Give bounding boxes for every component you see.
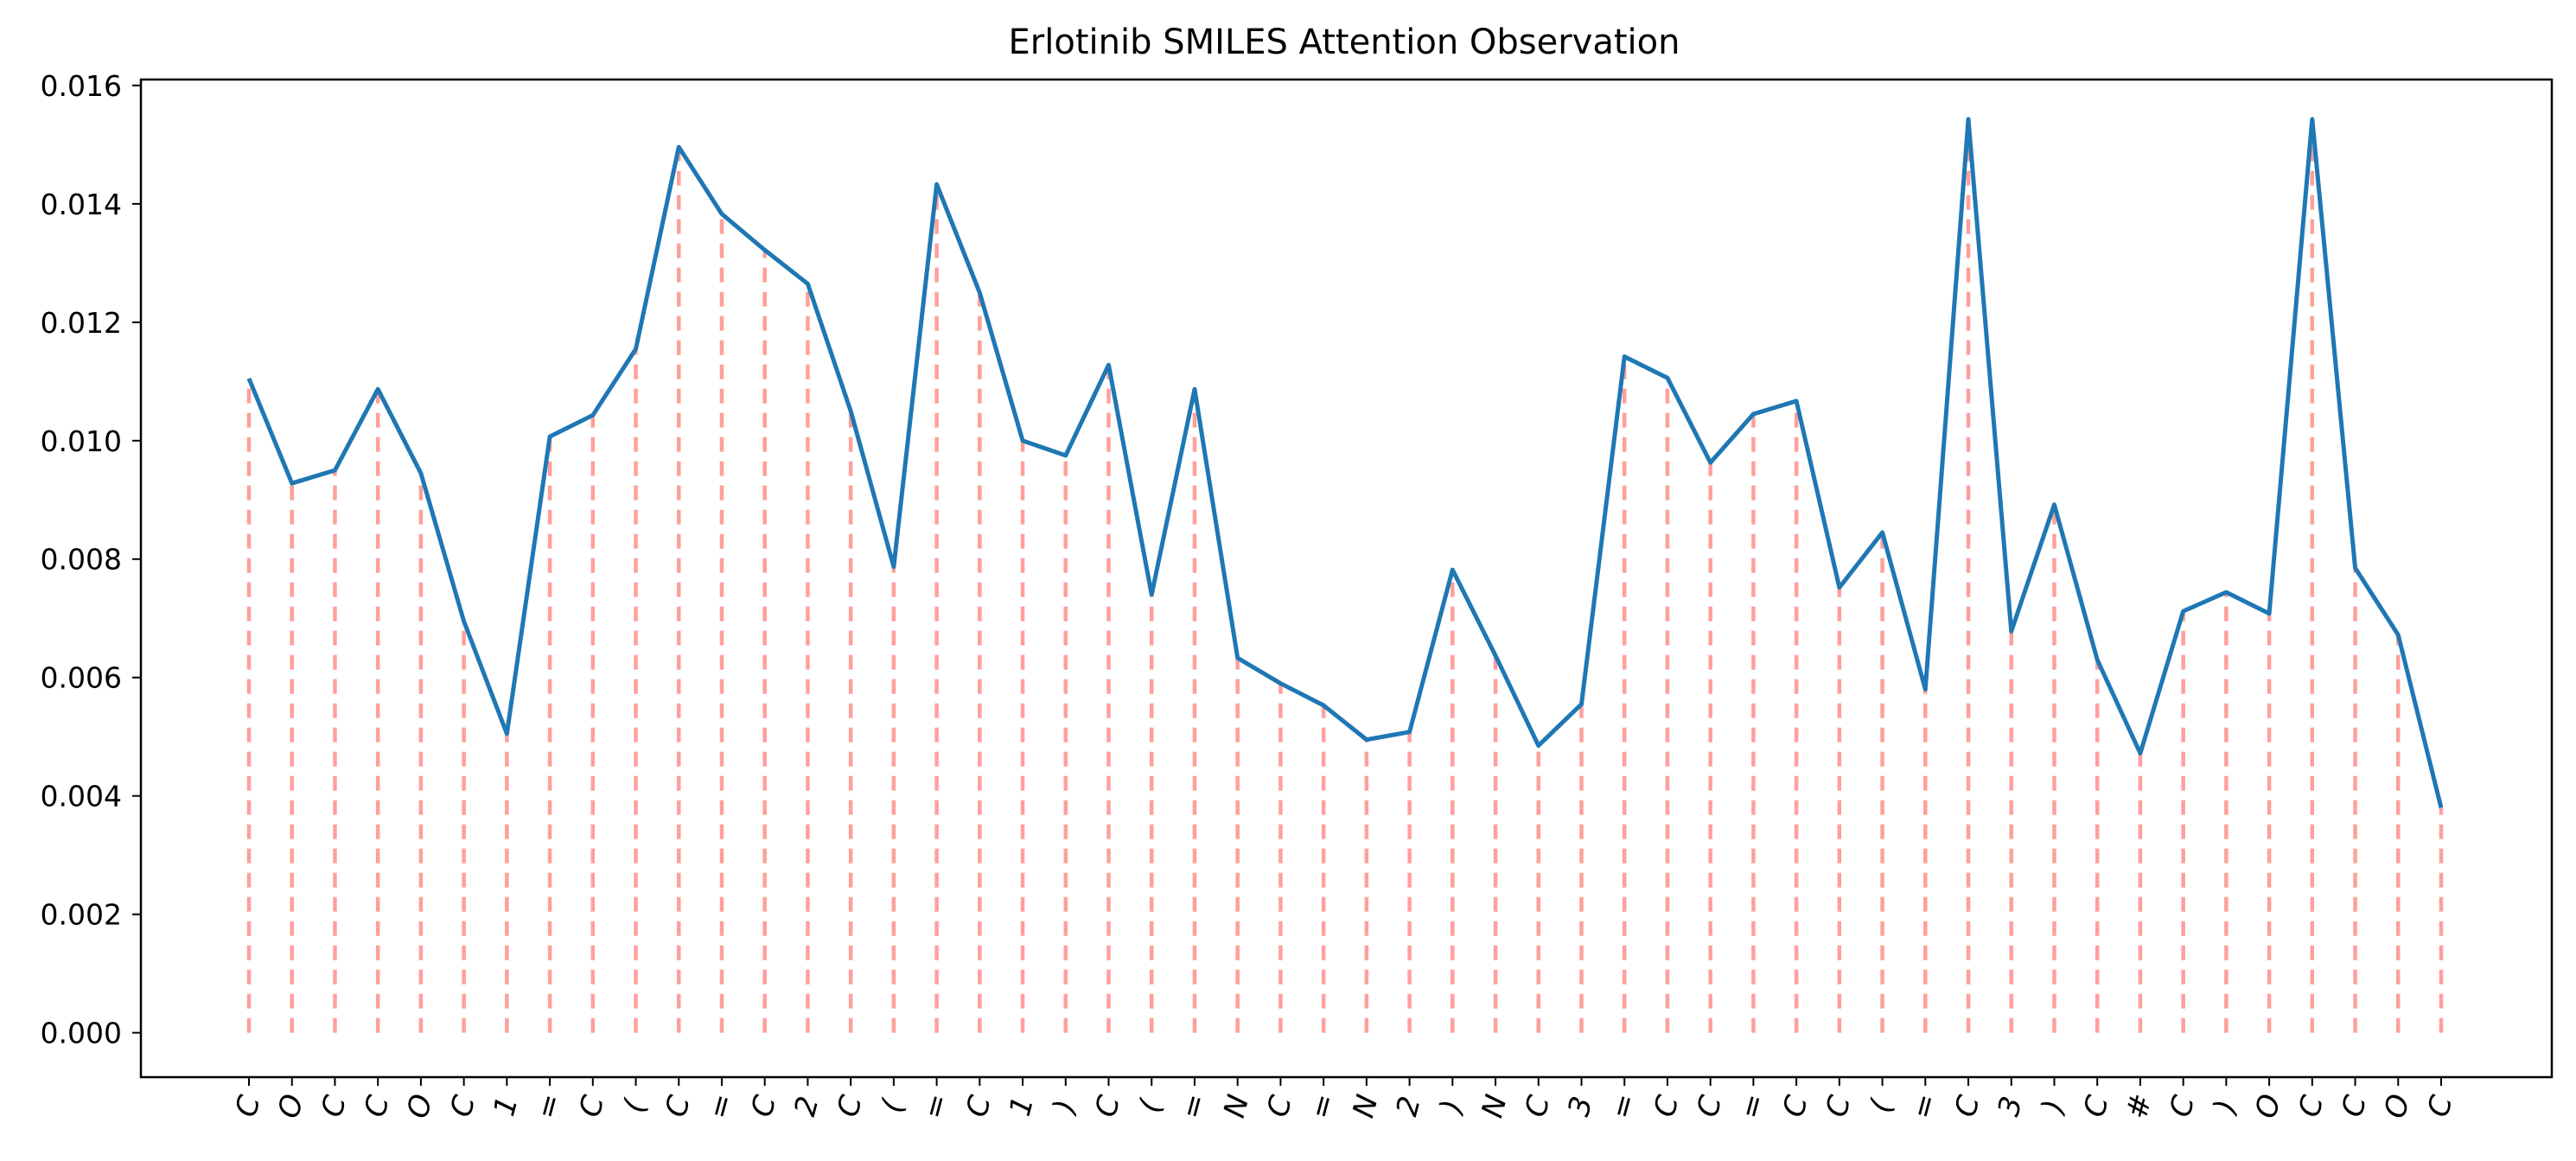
- x-tick-label: C: [744, 1092, 783, 1121]
- x-tick-label: N: [1217, 1091, 1256, 1121]
- x-tick-label: ): [1046, 1096, 1083, 1119]
- plot-frame: [139, 78, 2554, 1079]
- stem-lines: [246, 118, 2444, 1033]
- x-tick-label: C: [1518, 1092, 1557, 1121]
- x-tick-label: =: [529, 1090, 569, 1123]
- x-tick-label: C: [1948, 1092, 1987, 1121]
- x-tick-label: 1: [1003, 1093, 1041, 1120]
- x-tick-label: C: [2163, 1092, 2202, 1121]
- x-tick-label: C: [2335, 1092, 2374, 1121]
- x-tick-label: ): [2207, 1096, 2244, 1119]
- x-tick-label: C: [358, 1092, 397, 1121]
- y-tick-label: 0.016: [41, 69, 122, 103]
- x-tick-label: C: [659, 1092, 698, 1121]
- x-tick-label: C: [960, 1092, 998, 1121]
- y-tick-label: 0.012: [41, 306, 122, 340]
- x-tick-label: C: [1648, 1092, 1687, 1121]
- y-tick-label: 0.006: [41, 661, 122, 695]
- y-tick-label: 0.004: [41, 780, 122, 813]
- x-tick-label: C: [443, 1092, 482, 1121]
- y-tick-label: 0.014: [41, 188, 122, 221]
- x-tick-label: C: [1690, 1092, 1729, 1121]
- x-tick-label: =: [916, 1090, 956, 1123]
- x-tick-label: O: [271, 1091, 311, 1122]
- y-tick-label: 0.010: [41, 424, 122, 458]
- x-tick-label: =: [1604, 1090, 1643, 1123]
- x-tick-label: N: [1475, 1091, 1514, 1121]
- x-axis: C O C C O C 1 = C(C = C 2 C(= C 1) C(= N C = N 2) N C 3 = C C = C C(=…: [229, 1077, 2460, 1123]
- y-axis: 0.000 0.002 0.004 0.006 0.008 0.010 0.012 0.014…: [41, 69, 141, 1050]
- x-tick-label: ): [1433, 1096, 1470, 1119]
- x-tick-label: C: [1819, 1092, 1858, 1121]
- x-tick-label: N: [1346, 1091, 1385, 1121]
- x-tick-label: 3: [1561, 1093, 1599, 1120]
- x-tick-label: #: [2120, 1090, 2159, 1123]
- x-tick-label: C: [315, 1092, 354, 1121]
- x-tick-label: O: [2378, 1091, 2418, 1122]
- chart-title: Erlotinib SMILES Attention Observation: [1009, 22, 1680, 62]
- x-tick-label: C: [2421, 1092, 2460, 1121]
- x-tick-label: C: [1088, 1092, 1127, 1121]
- x-tick-label: C: [1260, 1092, 1299, 1121]
- x-tick-label: (: [1864, 1094, 1901, 1116]
- x-tick-label: =: [1904, 1090, 1944, 1123]
- series-line-group: [246, 117, 2444, 808]
- y-tick-label: 0.002: [41, 898, 122, 932]
- x-tick-label: O: [400, 1091, 440, 1122]
- x-tick-label: O: [2248, 1091, 2288, 1122]
- x-tick-label: C: [572, 1092, 611, 1121]
- x-tick-label: (: [875, 1094, 912, 1116]
- x-tick-label: ): [2035, 1096, 2072, 1119]
- x-tick-label: =: [1303, 1090, 1342, 1123]
- y-tick-label: 0.008: [41, 543, 122, 577]
- x-tick-label: 2: [787, 1093, 826, 1120]
- x-tick-label: =: [1732, 1090, 1772, 1123]
- x-tick-label: (: [1132, 1094, 1170, 1116]
- x-tick-label: C: [831, 1092, 870, 1121]
- series-line: [246, 117, 2444, 808]
- x-tick-label: 2: [1390, 1093, 1428, 1120]
- x-tick-label: C: [2077, 1092, 2116, 1121]
- x-tick-label: 1: [487, 1093, 525, 1120]
- x-tick-label: C: [2292, 1092, 2331, 1121]
- x-tick-label: C: [229, 1092, 268, 1121]
- y-tick-label: 0.000: [41, 1017, 122, 1050]
- x-tick-label: 3: [1992, 1093, 2030, 1120]
- x-tick-label: C: [1776, 1092, 1815, 1121]
- x-tick-label: (: [617, 1094, 654, 1116]
- x-tick-label: =: [1174, 1090, 1214, 1123]
- x-tick-label: =: [701, 1090, 741, 1123]
